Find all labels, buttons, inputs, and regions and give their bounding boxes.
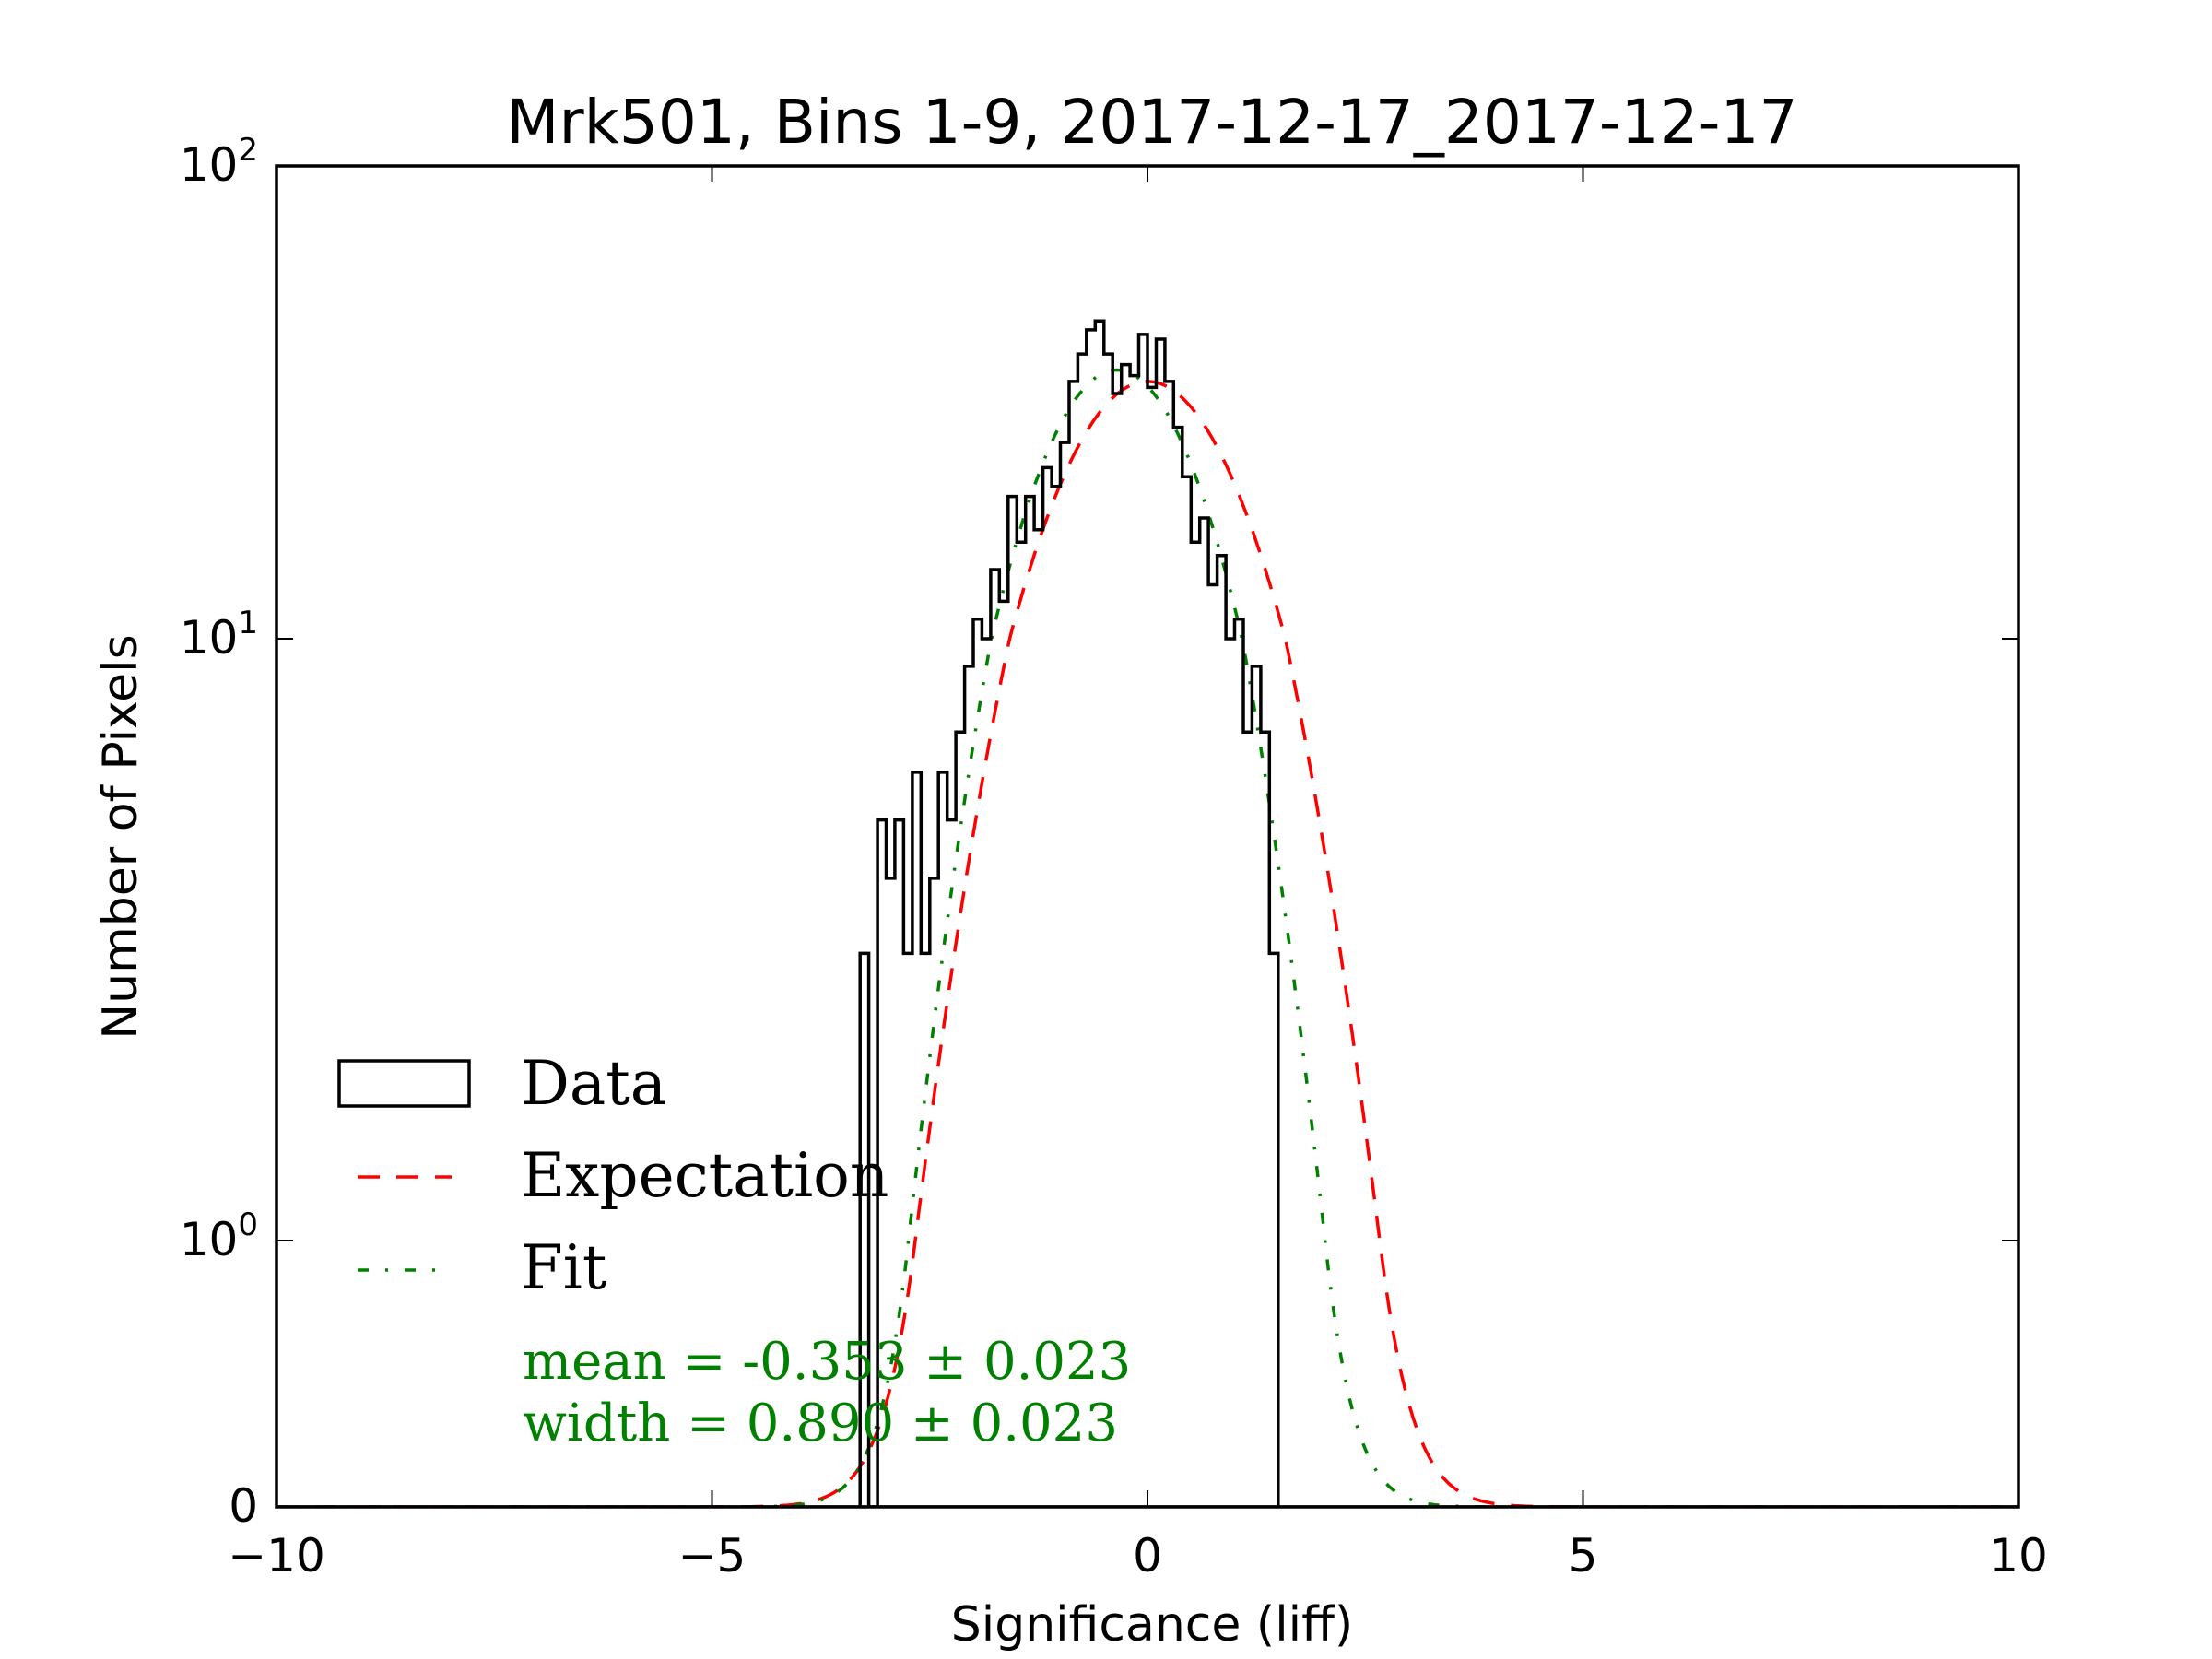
y-axis-label: Number of Pixels (93, 634, 148, 1039)
y-tick-base: 10 (180, 611, 239, 665)
legend: Data Expectation Fit (337, 1048, 888, 1303)
data-histogram-step (858, 319, 1280, 1507)
legend-label-fit: Fit (521, 1232, 606, 1303)
histogram-layer (276, 319, 2018, 1507)
y-tick-base: 10 (180, 138, 239, 192)
y-tick-exponent: 0 (238, 1206, 258, 1243)
x-tick-label: 5 (1569, 1529, 1598, 1583)
y-tick-label: 0 (229, 1479, 258, 1533)
y-tick-label: 101 (180, 605, 258, 665)
y-tick-label: 100 (180, 1206, 258, 1266)
y-tick-base: 10 (180, 1213, 239, 1266)
fit-mean-annotation: mean = -0.353 ± 0.023 (523, 1332, 1131, 1392)
legend-label-data: Data (521, 1048, 666, 1119)
x-tick-label: −10 (228, 1529, 325, 1583)
x-tick-label: 10 (1989, 1529, 2048, 1583)
y-tick-exponent: 1 (238, 605, 258, 641)
y-tick-label: 102 (180, 132, 258, 192)
chart-title: Mrk501, Bins 1-9, 2017-12-17_2017-12-17 (507, 87, 1798, 158)
y-tick-exponent: 2 (238, 132, 258, 169)
y-tick-base: 0 (229, 1479, 258, 1533)
legend-swatch-data (337, 1059, 471, 1108)
x-axis-label: Significance (liff) (951, 1597, 1353, 1653)
legend-label-expectation: Expectation (521, 1140, 888, 1211)
x-tick-label: 0 (1133, 1529, 1162, 1583)
x-tick-label: −5 (678, 1529, 747, 1583)
fit-width-annotation: width = 0.890 ± 0.023 (523, 1394, 1118, 1453)
